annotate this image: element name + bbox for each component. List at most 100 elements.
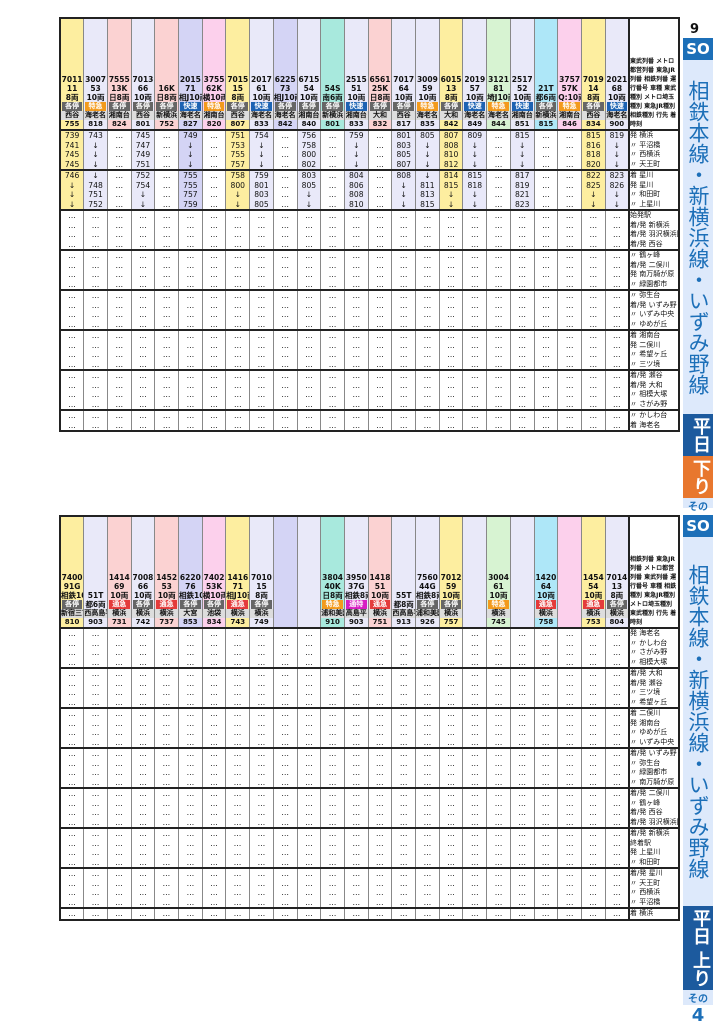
train-type-badge: 快速 [511, 102, 533, 111]
train-info: 10両 [489, 591, 508, 600]
time-cell: … [249, 340, 274, 350]
train-header[interactable]: 7402 53K 横10両 各停 池袋 834 [201, 516, 227, 628]
train-header[interactable] [509, 516, 535, 628]
train-header[interactable]: 2019 57 10両 快速 海老名 849 [462, 18, 488, 130]
time-cell: … [438, 390, 464, 400]
destination: 西高島平 [84, 609, 107, 618]
time-cell: … [391, 707, 417, 719]
train-header[interactable]: 622573相J10両各停海老名842 [272, 18, 298, 130]
destination: 横浜 [250, 609, 273, 618]
train-info: 7555 [108, 75, 130, 84]
train-header[interactable]: 7008 66 10両 各停 横浜 742 [130, 516, 156, 628]
train-header[interactable]: 1420 64 10両 通急 横浜 758 [533, 516, 559, 628]
train-info: 2015 [179, 75, 201, 84]
time-cell: … [59, 638, 85, 648]
time-cell: … [557, 329, 582, 341]
time-cell: … [438, 260, 464, 270]
train-header[interactable]: 756044G相鉄8両各停浦和美園926 [415, 516, 440, 628]
train-header[interactable]: 3755 62K 横10両 特急 湘南台 820 [201, 18, 227, 130]
train-type-badge: 各停 [132, 102, 154, 111]
time-cell: … [59, 380, 85, 390]
time-cell: … [486, 768, 511, 778]
time-cell: … [154, 230, 180, 240]
train-header[interactable]: 2021 68 10両 快速 海老名 900 [604, 18, 630, 130]
train-info: 7400 [61, 573, 83, 582]
train-header[interactable]: 51T都6両西高島平903 [83, 516, 108, 628]
time-cell: … [130, 369, 156, 381]
train-header[interactable]: 1454 54 10両 通急 横浜 753 [580, 516, 606, 628]
train-header[interactable]: 141671相J10両通急横浜743 [225, 516, 251, 628]
train-header[interactable] [272, 516, 298, 628]
train-header[interactable]: 16K 日8両 各停 新横浜 752 [154, 18, 180, 130]
time-cell: … [462, 350, 488, 360]
train-type-badge: 通急 [582, 600, 604, 609]
train-header[interactable]: 2517 52 10両 快速 湘南台 851 [509, 18, 535, 130]
time-cell: ↓ [343, 150, 369, 160]
train-header[interactable]: 1418 51 10両 通急 横浜 751 [367, 516, 393, 628]
time-cell: … [415, 718, 440, 728]
train-header[interactable]: 740091G相鉄10両各停新宿三丁目810 [59, 516, 85, 628]
train-info: 57 [469, 84, 481, 93]
train-header[interactable]: 380440K日8両特急浦和美園910 [320, 516, 345, 628]
time-cell: … [533, 817, 559, 828]
table-row: ……………………………………………………………… 着/発 大和 [59, 667, 680, 679]
time-cell: … [225, 239, 251, 250]
train-header[interactable]: 312181埼J10両特急海老名844 [486, 18, 511, 130]
time-cell: … [201, 270, 227, 280]
train-header[interactable]: 54S 南6両 各停 新横浜 801 [320, 18, 345, 130]
train-header[interactable]: 7555 13K 日8両 各停 湘南台 824 [106, 18, 132, 130]
time-cell: … [509, 867, 535, 879]
train-header[interactable]: 622076相鉄10両各停大宮853 [178, 516, 203, 628]
train-header[interactable]: 7013 66 10両 各停 西谷 801 [130, 18, 156, 130]
train-header[interactable]: 7012 59 10両 各停 横浜 757 [438, 516, 464, 628]
train-header[interactable]: 7010 15 8両 各停 横浜 749 [249, 516, 274, 628]
train-header[interactable]: 6715 54 10両 各停 湘南台 840 [296, 18, 322, 130]
train-header[interactable] [462, 516, 488, 628]
train-header[interactable]: 21T 都6両 各停 新横浜 815 [533, 18, 559, 130]
time-cell: … [106, 627, 132, 639]
train-header[interactable] [557, 516, 582, 628]
time-cell: … [201, 718, 227, 728]
train-header[interactable] [296, 516, 322, 628]
time-cell: … [178, 667, 203, 679]
time-cell: … [106, 369, 132, 381]
train-header[interactable]: 6561 25K 日8両 各停 大和 832 [367, 18, 393, 130]
time-cell: … [83, 867, 108, 879]
time-cell: … [438, 857, 464, 868]
train-info: 64 [398, 84, 409, 93]
train-header[interactable]: 6015 13 8両 各停 大和 842 [438, 18, 464, 130]
train-header[interactable]: 7017 64 10両 各停 西谷 817 [391, 18, 417, 130]
train-header[interactable]: 3004 61 10両 特急 横浜 745 [486, 516, 511, 628]
train-header[interactable]: 2515 51 10両 快速 湘南台 833 [343, 18, 369, 130]
train-header[interactable]: 7011 11 8両 各停 西谷 755 [59, 18, 85, 130]
train-header[interactable]: 3009 59 10両 特急 海老名 835 [415, 18, 440, 130]
time-cell: … [201, 888, 227, 898]
time-cell: … [178, 627, 203, 639]
time-cell: … [320, 857, 345, 868]
train-header[interactable]: 1452 53 10両 通急 横浜 737 [154, 516, 180, 628]
time-cell: 808 [343, 190, 369, 200]
time-cell: … [296, 907, 322, 920]
train-header[interactable]: 1414 69 10両 通急 横浜 731 [106, 516, 132, 628]
train-header[interactable]: 55T都8両西高島平913 [391, 516, 417, 628]
train-info: 10両 [157, 591, 176, 600]
time-cell: … [201, 329, 227, 341]
time-cell: … [486, 420, 511, 431]
train-header[interactable]: 7019 14 8両 各停 西谷 834 [580, 18, 606, 130]
time-cell: … [296, 239, 322, 250]
train-header[interactable]: 3007 53 10両 特急 海老名 818 [83, 18, 108, 130]
train-header[interactable]: 395037G相鉄8両通特高島平903 [343, 516, 369, 628]
time-cell: … [320, 688, 345, 698]
time-cell: … [391, 310, 417, 320]
train-header[interactable]: 7014 13 8両 各停 横浜 804 [604, 516, 630, 628]
train-header[interactable]: 7015 15 8両 各停 西谷 807 [225, 18, 251, 130]
time-cell: … [509, 359, 535, 370]
time-cell: … [367, 220, 393, 230]
station-name: 着 二俣川 [628, 707, 680, 719]
destination: 大和 [369, 111, 391, 120]
time-cell: … [604, 737, 630, 748]
train-header[interactable]: 201571相J10両快速海老名827 [178, 18, 203, 130]
train-header[interactable]: 2017 61 10両 快速 海老名 833 [249, 18, 274, 130]
time-cell: … [83, 827, 108, 839]
